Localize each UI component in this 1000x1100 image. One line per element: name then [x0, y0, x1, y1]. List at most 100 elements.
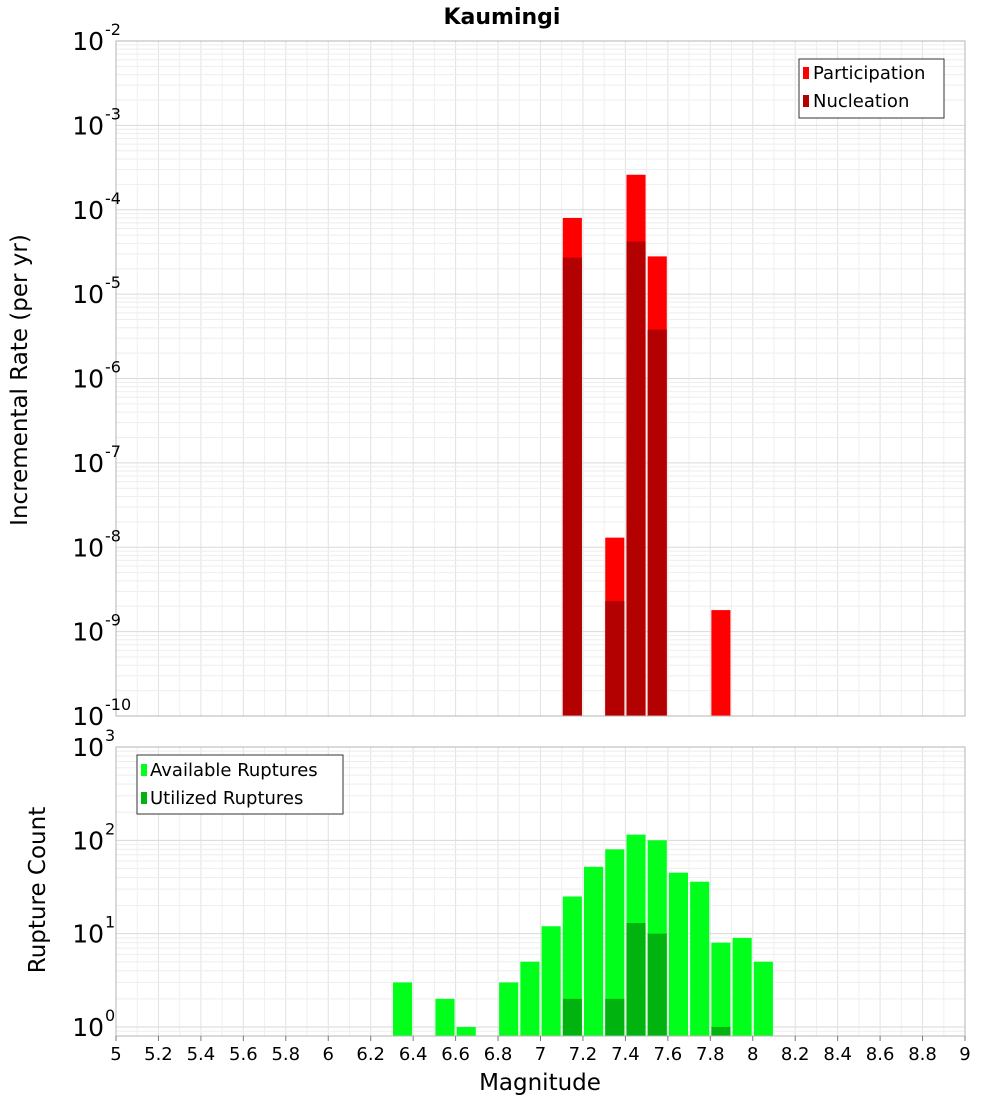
count-legend-box — [136, 754, 344, 815]
available-ruptures-legend-swatch — [141, 764, 147, 776]
count-bar-available-ruptures — [541, 926, 561, 1036]
x-tick-label: 7.4 — [611, 1044, 640, 1065]
count-y-tick: 10 3 — [72, 726, 115, 762]
rate-y-tick: 10 -9 — [72, 611, 121, 647]
count-y-tick-exponent: 1 — [105, 913, 115, 932]
x-tick-label: 8.2 — [781, 1044, 810, 1065]
rate-y-tick-base: 10 — [72, 27, 104, 56]
rate-y-tick: 10 -8 — [72, 526, 121, 562]
x-tick-label: 9 — [959, 1044, 970, 1065]
participation-legend-swatch — [803, 67, 809, 79]
count-y-tick-base: 10 — [72, 1013, 104, 1042]
rate-y-tick: 10 -6 — [72, 358, 121, 394]
rate-y-tick-exponent: -3 — [105, 104, 121, 123]
count-y-tick: 10 2 — [72, 819, 115, 855]
rate-y-tick-exponent: -7 — [105, 442, 121, 461]
x-tick-label: 6 — [323, 1044, 334, 1065]
count-bar-available-ruptures — [520, 961, 540, 1036]
count-bar-available-ruptures — [499, 982, 519, 1036]
x-tick-label: 8 — [747, 1044, 758, 1065]
rate-bar-nucleation — [626, 241, 646, 717]
rate-y-tick-exponent: -2 — [105, 20, 121, 39]
rate-y-tick: 10 -2 — [72, 20, 121, 56]
rate-gridlines — [115, 40, 966, 717]
x-tick-label: 6.2 — [356, 1044, 385, 1065]
x-tick-label: 8.8 — [908, 1044, 937, 1065]
count-bar-available-ruptures — [435, 998, 455, 1036]
count-y-tick: 10 0 — [72, 1006, 115, 1042]
rate-legend-box — [798, 58, 945, 119]
count-y-tick-base: 10 — [72, 826, 104, 855]
count-bar-available-ruptures — [753, 961, 773, 1036]
x-tick-label: 5 — [110, 1044, 121, 1065]
rate-bar-nucleation — [605, 601, 625, 716]
x-axis-label: Magnitude — [479, 1070, 601, 1096]
rate-bar-participation — [711, 610, 731, 716]
rate-y-ticks: 10-210-310-410-510-610-710-810-910-10 — [72, 20, 131, 731]
count-y-tick-exponent: 0 — [105, 1006, 115, 1025]
x-tick-label: 6.8 — [484, 1044, 513, 1065]
x-tick-label: 5.2 — [144, 1044, 173, 1065]
count-y-tick-exponent: 3 — [105, 726, 115, 745]
rate-y-tick-exponent: -9 — [105, 611, 121, 630]
nucleation-legend-swatch — [803, 95, 809, 107]
x-tick-label: 7 — [535, 1044, 546, 1065]
rate-y-tick: 10 -10 — [72, 695, 131, 731]
count-legend: Available Ruptures Utilized Ruptures — [136, 754, 344, 815]
rate-y-tick-base: 10 — [72, 449, 104, 478]
rate-bars — [562, 174, 731, 717]
available-ruptures-legend-label: Available Ruptures — [150, 760, 318, 781]
x-tick-label: 6.4 — [399, 1044, 428, 1065]
rate-y-tick-base: 10 — [72, 365, 104, 394]
rate-bar-nucleation — [562, 257, 582, 716]
rate-y-tick-exponent: -6 — [105, 358, 121, 377]
rate-y-tick-exponent: -10 — [105, 695, 131, 714]
rate-panel: 10-210-310-410-510-610-710-810-910-10 In… — [7, 20, 966, 731]
count-y-axis-label: Rupture Count — [25, 807, 51, 973]
rate-y-tick-exponent: -4 — [105, 189, 121, 208]
count-bar-utilized-ruptures — [626, 923, 646, 1036]
rate-y-tick: 10 -5 — [72, 273, 121, 309]
count-bar-available-ruptures — [711, 942, 731, 1036]
utilized-ruptures-legend-swatch — [141, 792, 147, 804]
count-bar-utilized-ruptures — [711, 1026, 731, 1036]
x-tick-label: 8.4 — [823, 1044, 852, 1065]
x-tick-label: 7.8 — [696, 1044, 725, 1065]
rate-y-tick: 10 -3 — [72, 104, 121, 140]
count-bar-available-ruptures — [668, 872, 689, 1036]
rate-bar-nucleation — [647, 329, 667, 716]
count-bar-available-ruptures — [732, 937, 752, 1036]
rate-y-tick: 10 -4 — [72, 189, 121, 225]
rate-plot-frame — [115, 40, 966, 717]
x-tick-label: 5.8 — [271, 1044, 300, 1065]
magnitude-x-ticks: 5 5.2 5.4 5.6 5.8 6 6.2 6.4 6.6 6.8 7 7.2 7.4 7.6 7.8 8… — [110, 1036, 971, 1065]
count-bar-utilized-ruptures — [647, 933, 667, 1036]
rate-y-axis-label: Incremental Rate (per yr) — [7, 234, 33, 526]
x-tick-label: 7.6 — [654, 1044, 683, 1065]
count-bar-utilized-ruptures — [562, 998, 582, 1036]
participation-legend-label: Participation — [813, 63, 925, 84]
count-y-tick-base: 10 — [72, 733, 104, 762]
utilized-ruptures-legend-label: Utilized Ruptures — [150, 788, 303, 809]
count-bar-available-ruptures — [584, 866, 604, 1036]
rate-y-tick: 10 -7 — [72, 442, 121, 478]
rate-y-tick-base: 10 — [72, 196, 104, 225]
x-tick-label: 6.6 — [441, 1044, 470, 1065]
count-y-tick: 10 1 — [72, 913, 115, 949]
rate-y-tick-base: 10 — [72, 618, 104, 647]
chart-title: Kaumingi — [444, 5, 561, 30]
rate-y-tick-base: 10 — [72, 533, 104, 562]
rate-y-tick-base: 10 — [72, 111, 104, 140]
x-tick-label: 8.6 — [866, 1044, 895, 1065]
rate-y-tick-base: 10 — [72, 280, 104, 309]
x-tick-label: 5.4 — [187, 1044, 216, 1065]
count-bar-available-ruptures — [605, 849, 625, 1036]
rate-y-tick-base: 10 — [72, 702, 104, 731]
count-bars — [392, 834, 773, 1036]
x-tick-label: 7.2 — [569, 1044, 598, 1065]
count-y-tick-exponent: 2 — [105, 819, 115, 838]
rate-legend: Participation Nucleation — [798, 58, 945, 119]
